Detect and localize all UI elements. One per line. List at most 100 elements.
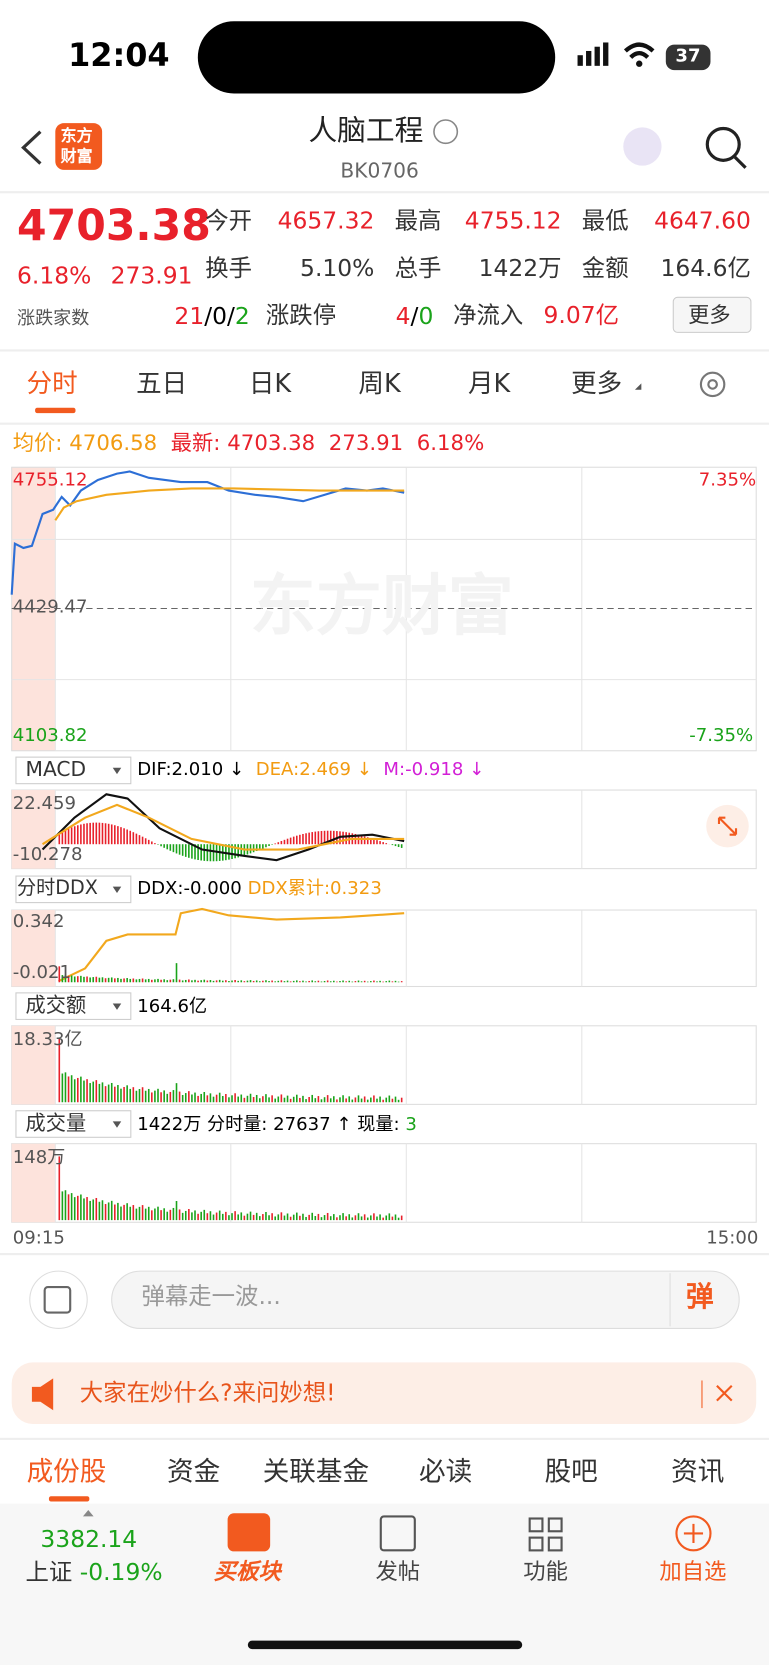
bar [357, 1213, 360, 1221]
tab[interactable]: 成份股 [26, 1455, 107, 1487]
bar [323, 1215, 326, 1221]
bar [175, 1201, 178, 1221]
bar [336, 1099, 338, 1103]
bar [70, 1193, 73, 1221]
bar [234, 844, 236, 859]
indicator-select[interactable]: 成交量 [25, 1111, 87, 1136]
bar [151, 1092, 153, 1103]
bar [126, 1203, 128, 1221]
tab[interactable]: 必读 [419, 1455, 473, 1487]
field-value: 4755.12 [464, 208, 562, 235]
bar [181, 980, 184, 983]
nav-item[interactable]: 发帖 [375, 1558, 421, 1585]
tab[interactable]: 更多 [571, 368, 623, 399]
indicator-select[interactable]: 分时DDX [17, 877, 98, 900]
bar [336, 981, 338, 983]
indicator-select[interactable]: 成交额 [25, 993, 87, 1018]
bar [382, 1099, 384, 1103]
bar [101, 1200, 104, 1221]
bar [308, 1214, 310, 1221]
nav-item[interactable]: 加自选 [659, 1558, 727, 1585]
bar [379, 980, 381, 983]
bar [283, 1097, 286, 1103]
bar [114, 825, 116, 845]
bar [169, 1209, 172, 1221]
nav-item[interactable]: 买板块 [213, 1558, 281, 1585]
bar [265, 1094, 267, 1103]
bar [73, 1197, 76, 1221]
bar [286, 980, 289, 983]
clock: 12:04 [68, 37, 170, 75]
bar [141, 978, 144, 983]
bar [345, 1098, 347, 1103]
bar [373, 839, 375, 845]
tab[interactable]: 股吧 [544, 1455, 598, 1487]
bar [194, 979, 196, 983]
bar [382, 842, 384, 845]
bar [209, 1093, 212, 1103]
tab[interactable]: 资讯 [671, 1455, 725, 1487]
watermark: 东方财富 [249, 567, 514, 645]
tab[interactable]: 五日 [136, 368, 188, 399]
bar [110, 824, 113, 845]
bar [299, 1215, 301, 1221]
bar [221, 1213, 224, 1221]
more-button[interactable]: 更多 [688, 301, 731, 328]
nav-item[interactable]: 功能 [523, 1558, 568, 1585]
bar [172, 1090, 175, 1103]
bar [166, 844, 169, 850]
danmaku-button[interactable]: 弹 [686, 1281, 714, 1314]
bar [262, 1096, 264, 1103]
bar [379, 1096, 381, 1103]
bar [277, 1096, 280, 1103]
bar [101, 977, 104, 983]
bar [286, 1095, 289, 1103]
bar [373, 1213, 375, 1221]
bar [191, 844, 193, 859]
bar [351, 981, 354, 983]
bar [385, 843, 388, 845]
bar [188, 1091, 190, 1103]
bar [95, 1197, 98, 1221]
indicator-select[interactable]: MACD [25, 758, 87, 782]
bar [268, 1097, 270, 1103]
bar [379, 1214, 381, 1221]
bar [218, 1092, 221, 1103]
banner[interactable]: 大家在炒什么?来问妙想! [79, 1380, 336, 1408]
tab[interactable]: 日K [248, 368, 292, 399]
time-label: 15:00 [706, 1227, 759, 1249]
bar [314, 1098, 317, 1103]
tab[interactable]: 关联基金 [262, 1455, 370, 1487]
bar [141, 1205, 144, 1221]
bar [104, 823, 107, 845]
bar [295, 835, 298, 845]
bar [160, 1210, 162, 1221]
bar [339, 1097, 341, 1103]
bar [117, 826, 119, 845]
bar [123, 978, 125, 983]
bar [172, 979, 175, 983]
bar [370, 1097, 372, 1103]
bar [80, 824, 82, 845]
bar [166, 1211, 169, 1221]
comment-input[interactable]: 弹幕走一波... [141, 1283, 281, 1311]
bar [376, 1216, 378, 1221]
bar [289, 1216, 292, 1221]
bar [126, 1085, 128, 1103]
bar [329, 1098, 332, 1103]
bar [262, 844, 264, 849]
bar [184, 1210, 187, 1221]
bar [169, 979, 172, 983]
tab[interactable]: 分时 [26, 368, 78, 399]
bar [120, 978, 122, 983]
bar [274, 1098, 277, 1103]
tab[interactable]: 周K [358, 368, 401, 399]
bar [212, 1096, 215, 1103]
bar [348, 1096, 351, 1103]
tab[interactable]: 资金 [166, 1455, 221, 1487]
up: 21 [174, 303, 205, 331]
tab[interactable]: 月K [467, 368, 511, 399]
bar [98, 1083, 101, 1103]
bar [354, 981, 357, 983]
